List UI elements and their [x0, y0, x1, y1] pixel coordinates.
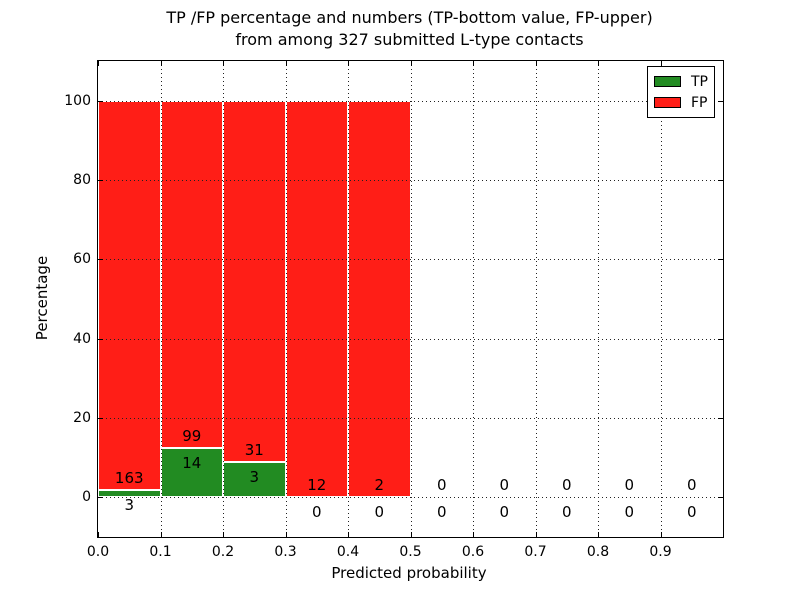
y-tick-mark-right [718, 180, 723, 181]
x-tick-mark-top [160, 61, 162, 66]
y-tick-mark-left [98, 338, 103, 340]
x-tick-label: 0.9 [649, 544, 672, 560]
v-gridline [598, 61, 599, 537]
x-tick-mark-bottom [598, 532, 599, 537]
x-tick-mark-bottom [285, 532, 287, 537]
annotation-fp-count: 163 [114, 469, 144, 488]
x-tick-mark-bottom [98, 532, 99, 537]
x-tick-mark-top [535, 61, 537, 66]
x-tick-label: 0.4 [336, 544, 360, 560]
annotation-fp-count: 0 [436, 476, 447, 495]
y-tick-label: 60 [73, 251, 91, 268]
y-tick-mark-right [718, 338, 723, 340]
bar-fp-segment [160, 100, 223, 449]
annotation-fp-count: 2 [374, 476, 385, 495]
y-tick-mark-left [98, 418, 103, 419]
y-tick-mark-right [718, 259, 723, 261]
x-tick-label: 0.0 [86, 544, 110, 560]
x-tick-label: 0.8 [586, 544, 610, 560]
y-axis-label: Percentage [33, 255, 51, 341]
annotation-fp-count: 0 [561, 476, 572, 495]
x-tick-label: 0.1 [149, 544, 172, 560]
annotation-fp-count: 31 [244, 441, 264, 460]
annotation-tp-count: 0 [499, 503, 510, 522]
x-tick-mark-top [98, 61, 99, 66]
y-tick-mark-left [98, 100, 103, 102]
chart-title: TP /FP percentage and numbers (TP-bottom… [97, 7, 722, 51]
x-tick-label: 0.2 [211, 544, 235, 560]
bar-tp-segment [160, 448, 223, 498]
x-tick-mark-top [223, 61, 224, 66]
annotation-fp-count: 0 [499, 476, 510, 495]
legend-entry-tp: TP [654, 71, 708, 92]
v-gridline [285, 61, 287, 537]
y-tick-mark-right [718, 100, 723, 102]
chart-title-line-1: TP /FP percentage and numbers (TP-bottom… [166, 8, 653, 27]
legend-entry-fp: FP [654, 92, 708, 113]
x-tick-label: 0.6 [461, 544, 485, 560]
x-tick-mark-top [473, 61, 474, 66]
annotation-tp-count: 0 [624, 503, 635, 522]
tp-legend-swatch-icon [654, 76, 681, 87]
y-tick-mark-left [98, 180, 103, 181]
fp-legend-swatch-icon [654, 97, 681, 108]
x-axis-label: Predicted probability [331, 564, 487, 582]
v-gridline [160, 61, 162, 537]
annotation-tp-count: 0 [311, 503, 322, 522]
x-tick-mark-bottom [348, 532, 349, 537]
annotation-tp-count: 0 [561, 503, 572, 522]
annotation-tp-count: 0 [374, 503, 385, 522]
annotation-fp-count: 0 [686, 476, 697, 495]
annotation-tp-count: 3 [124, 496, 135, 515]
x-tick-mark-bottom [160, 532, 162, 537]
y-tick-mark-right [718, 418, 723, 419]
v-gridline [535, 61, 537, 537]
y-tick-label: 80 [73, 172, 91, 188]
x-tick-mark-top [285, 61, 287, 66]
y-tick-label: 20 [73, 410, 91, 426]
y-tick-mark-left [98, 497, 103, 499]
y-tick-mark-left [98, 259, 103, 261]
annotation-tp-count: 14 [182, 454, 202, 473]
annotation-tp-count: 3 [249, 468, 260, 487]
v-gridline [473, 61, 474, 537]
plot-area: 163 3 99 14 31 3 12 0 2 0 0 0 0 0 0 0 0 0 0 0 0.0 0.1 0.2 0.3 0.… [64, 60, 724, 560]
x-tick-mark-bottom [660, 532, 662, 537]
y-tick-label: 40 [73, 330, 91, 347]
x-tick-mark-top [660, 61, 662, 66]
annotation-fp-count: 99 [182, 427, 202, 446]
x-tick-mark-bottom [535, 532, 537, 537]
x-tick-mark-top [410, 61, 412, 66]
annotation-fp-count: 0 [624, 476, 635, 495]
x-tick-mark-top [348, 61, 349, 66]
legend: TP FP [647, 66, 715, 118]
legend-label: TP [691, 73, 708, 90]
bar-fp-segment [223, 100, 286, 463]
legend-label: FP [691, 94, 708, 111]
v-gridline [223, 61, 224, 537]
annotation-tp-count: 0 [686, 503, 697, 522]
v-gridline [348, 61, 349, 537]
x-tick-label: 0.3 [274, 544, 297, 560]
bar-tp-segment [98, 490, 161, 498]
bar-fp-segment [98, 100, 161, 491]
x-tick-label: 0.7 [524, 544, 547, 560]
bar-fp-segment [348, 100, 411, 498]
bar-fp-segment [285, 100, 348, 498]
v-gridline [660, 61, 662, 537]
x-tick-mark-top [598, 61, 599, 66]
y-tick-mark-right [718, 497, 723, 499]
v-gridline [410, 61, 412, 537]
chart-title-line-2: from among 327 submitted L-type contacts [235, 30, 584, 49]
y-tick-label: 0 [82, 489, 91, 506]
annotation-tp-count: 0 [436, 503, 447, 522]
x-tick-mark-bottom [223, 532, 224, 537]
y-tick-label: 100 [64, 92, 91, 109]
x-tick-mark-bottom [473, 532, 474, 537]
x-tick-label: 0.5 [399, 544, 422, 560]
x-tick-mark-bottom [410, 532, 412, 537]
annotation-fp-count: 12 [307, 476, 327, 495]
